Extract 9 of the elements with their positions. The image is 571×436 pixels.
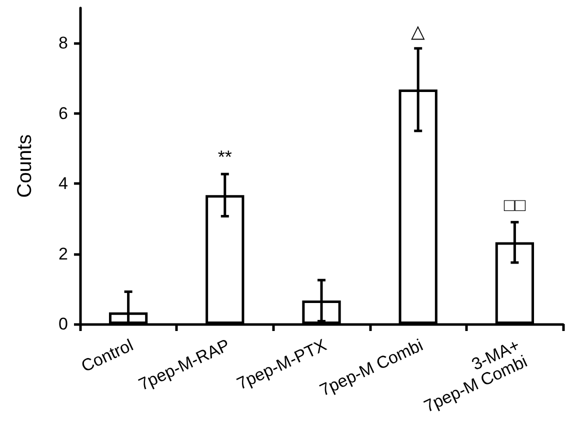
y-tick-label: 0	[58, 314, 68, 334]
y-tick-label: 4	[58, 174, 68, 194]
y-tick-label: 8	[58, 34, 68, 53]
annotation: □□	[504, 195, 526, 216]
y-tick-label: 6	[58, 104, 68, 123]
y-tick-label: 2	[58, 244, 68, 264]
annotation: △	[411, 21, 426, 42]
y-axis-title: Counts	[14, 134, 36, 198]
annotation: **	[218, 147, 232, 168]
